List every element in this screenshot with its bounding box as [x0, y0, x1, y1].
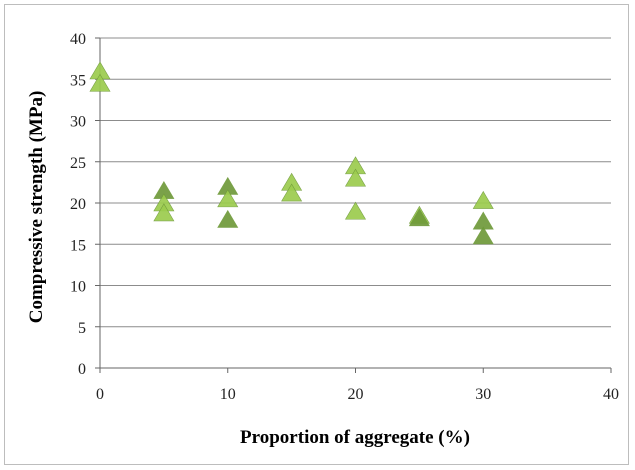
y-tick-label-25: 25 — [70, 155, 86, 172]
y-tick-labels: 0 5 10 15 20 25 30 35 40 — [70, 31, 86, 378]
axes — [95, 37, 612, 373]
y-tick-label-5: 5 — [78, 320, 86, 337]
y-axis-title: Compressive strength (MPa) — [26, 91, 47, 324]
data-point-7 — [217, 209, 239, 228]
data-point-12 — [344, 201, 367, 220]
x-tick-label-40: 40 — [603, 386, 619, 403]
data-point-4 — [153, 203, 175, 222]
y-tick-label-0: 0 — [78, 361, 86, 378]
x-tick-label-30: 30 — [475, 386, 491, 403]
x-tick-label-10: 10 — [220, 386, 236, 403]
y-tick-label-20: 20 — [70, 196, 86, 213]
y-tick-label-40: 40 — [70, 31, 86, 48]
data-point-17 — [472, 226, 494, 245]
x-axis-title: Proportion of aggregate (%) — [240, 427, 470, 448]
data-point-1 — [89, 73, 111, 92]
data-point-6 — [217, 189, 239, 208]
data-point-14 — [408, 208, 430, 227]
y-tick-label-15: 15 — [70, 237, 86, 254]
data-point-15 — [472, 190, 494, 209]
x-tick-label-20: 20 — [348, 386, 364, 403]
data-points — [89, 61, 494, 245]
y-tick-label-30: 30 — [70, 114, 86, 131]
y-tick-label-35: 35 — [70, 72, 86, 89]
data-point-9 — [281, 183, 303, 202]
x-tick-label-0: 0 — [96, 386, 104, 403]
x-tick-labels: 0 10 20 30 40 — [96, 386, 619, 403]
y-tick-label-10: 10 — [70, 279, 86, 296]
chart-frame — [4, 4, 629, 465]
data-point-11 — [344, 168, 367, 187]
